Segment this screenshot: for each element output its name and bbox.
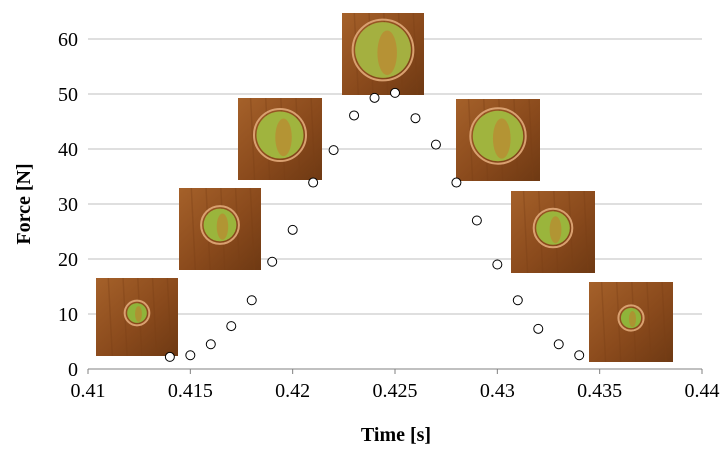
wood-streak: [583, 190, 589, 274]
droplet-rim: [252, 107, 308, 163]
x-tick-label: 0.43: [480, 380, 515, 402]
data-point: [512, 295, 523, 306]
data-point: [226, 321, 237, 332]
y-tick-label: 60: [58, 29, 78, 51]
wood-streak: [600, 281, 607, 363]
data-point: [369, 92, 380, 103]
wood-streak: [107, 277, 114, 357]
droplet-photo-5: [456, 98, 540, 182]
droplet-photo-4: [342, 12, 424, 96]
droplet-rim: [123, 299, 151, 327]
data-point: [205, 339, 216, 350]
droplet-shade: [135, 306, 142, 322]
y-tick-labels: 0 10 20 30 40 50 60: [58, 29, 78, 381]
droplet-rim: [469, 107, 527, 165]
wood-streak: [310, 97, 316, 181]
wood-streak: [528, 98, 534, 182]
droplet-rim: [532, 207, 574, 249]
droplet-rim: [617, 304, 645, 332]
droplet-photo-7: [589, 281, 673, 363]
data-point: [390, 87, 400, 98]
data-point: [492, 259, 503, 270]
y-tick-label: 20: [58, 249, 78, 271]
droplet-shade: [216, 213, 229, 240]
data-point: [553, 339, 564, 350]
wood-streak: [249, 187, 256, 271]
droplet-shade: [549, 216, 562, 244]
wood-streak: [249, 97, 256, 181]
wood-streak: [522, 190, 529, 274]
wood-streak: [166, 277, 173, 357]
data-point: [451, 177, 462, 188]
droplet-photo-3: [238, 97, 322, 181]
y-tick-label: 50: [58, 84, 78, 106]
x-tick-label: 0.435: [577, 380, 622, 402]
data-point: [471, 215, 482, 226]
data-point: [574, 350, 585, 361]
wood-streak: [646, 281, 652, 363]
y-tick-label: 0: [68, 359, 78, 381]
data-point: [185, 350, 196, 361]
droplet-shade: [492, 118, 511, 159]
wood-streak: [661, 281, 667, 363]
droplet-rim: [200, 205, 240, 245]
wood-streak: [412, 12, 419, 96]
data-point: [164, 351, 175, 362]
data-point: [533, 323, 544, 334]
data-point: [246, 295, 257, 306]
droplet-shade: [377, 30, 397, 76]
x-axis-title: Time [s]: [361, 424, 431, 446]
droplet-photos: [96, 12, 673, 363]
data-point: [430, 139, 441, 150]
y-axis-title: Force [N]: [13, 163, 35, 244]
x-tick-label: 0.42: [275, 380, 310, 402]
x-tick-label: 0.425: [373, 380, 418, 402]
x-tick-label: 0.415: [168, 380, 213, 402]
x-tick-label: 0.41: [71, 380, 106, 402]
droplet-shade: [628, 310, 637, 328]
data-point: [410, 113, 421, 124]
wood-streak: [151, 277, 158, 357]
droplet-shade: [275, 118, 292, 157]
data-point: [308, 177, 319, 188]
x-tick-labels: 0.41 0.415 0.42 0.425 0.43 0.435 0.44: [71, 380, 720, 402]
data-point: [349, 110, 360, 121]
y-tick-label: 30: [58, 194, 78, 216]
droplet-photo-2: [179, 187, 261, 271]
data-point: [328, 145, 339, 156]
y-tick-label: 10: [58, 304, 78, 326]
wood-streak: [190, 187, 197, 271]
x-tick-label: 0.44: [685, 380, 720, 402]
y-tick-label: 40: [58, 139, 78, 161]
data-points: [164, 87, 585, 362]
droplet-rim: [351, 18, 415, 82]
droplet-photo-1: [96, 277, 178, 357]
data-point: [267, 256, 278, 267]
axes: [87, 368, 703, 374]
data-point: [287, 224, 298, 235]
droplet-photo-6: [511, 190, 595, 274]
